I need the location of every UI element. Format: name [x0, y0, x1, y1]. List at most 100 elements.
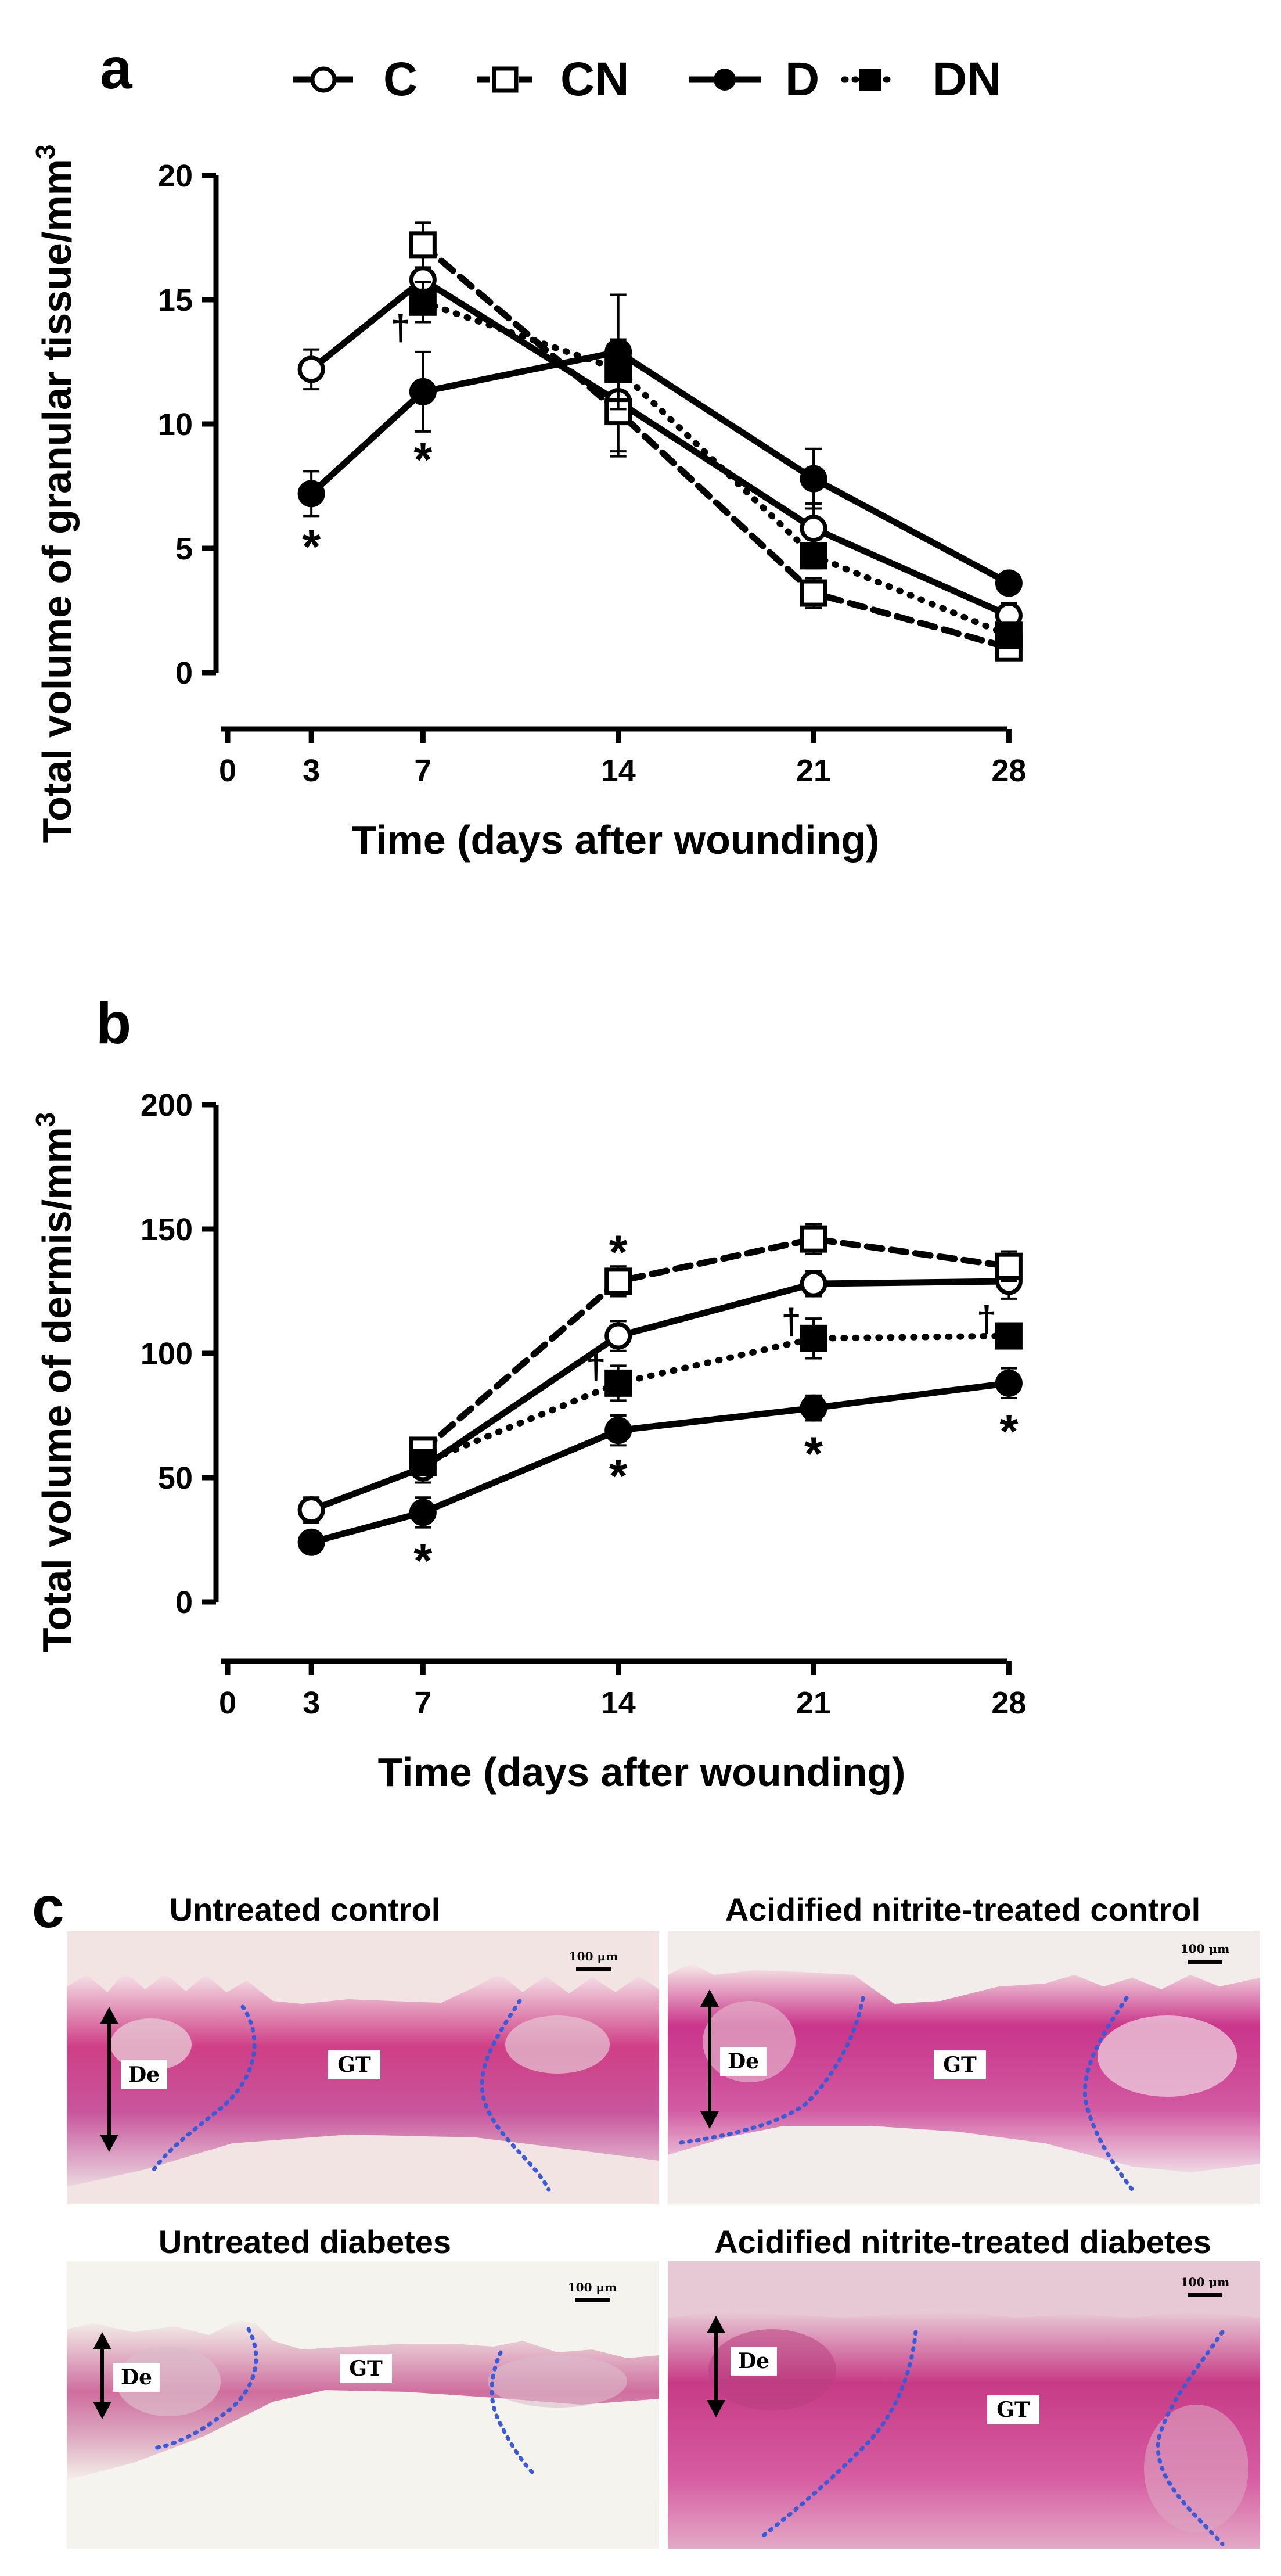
legend-marker-dn: [859, 69, 881, 91]
y-tick-label: 50: [158, 1461, 193, 1496]
boundary-line-left: [761, 2330, 918, 2538]
label-gt: GT: [943, 2053, 977, 2077]
point-c: [297, 355, 325, 383]
scale-label: 100 μm: [569, 1949, 618, 1963]
y-axis-title-b: Total volume of dermis/mm3: [30, 1112, 80, 1653]
point-c: [800, 1270, 827, 1298]
panel-a: a C CN D DN To: [30, 36, 1026, 863]
panel-letter-b: b: [96, 991, 131, 1056]
label-gt: GT: [349, 2356, 383, 2381]
y-tick-label: 100: [141, 1336, 193, 1371]
point-cn: [995, 1252, 1023, 1280]
point-dn: [604, 355, 632, 383]
significance-asterisk: *: [804, 1428, 823, 1481]
x-axis-title-b: Time (days after wounding): [378, 1749, 906, 1795]
point-d: [604, 1417, 632, 1445]
x-tick-label: 0: [219, 753, 236, 788]
label-de: De: [128, 2063, 160, 2087]
boundary-line-right: [480, 1999, 551, 2192]
significance-asterisk: *: [413, 434, 432, 487]
label-de: De: [728, 2049, 759, 2074]
point-d: [409, 1499, 437, 1526]
legend-label-cn: CN: [560, 53, 629, 106]
x-tick-label: 21: [796, 753, 831, 788]
panel-b: b Total volume of dermis/mm3 0 50 100 150 20…: [30, 991, 1026, 1795]
series-line-dn: [419, 1332, 1012, 1466]
label-gt: GT: [996, 2398, 1030, 2422]
panel-c: c Untreated control Acidified nitrite-tr…: [32, 1875, 1260, 2549]
y-tick-label: 15: [158, 283, 193, 318]
x-tick-label: 21: [796, 1686, 831, 1720]
series-line-cn: [419, 242, 1012, 651]
point-d: [995, 569, 1023, 597]
micrograph-untreated-control: De GT 100 μm: [67, 1931, 659, 2204]
dagger-annotation: †: [977, 1299, 996, 1339]
significance-asterisk: *: [302, 520, 321, 573]
x-tick-label: 28: [991, 753, 1026, 788]
point-dn: [800, 1324, 827, 1352]
micrograph-untreated-diabetes: De GT 100 μm: [67, 2261, 659, 2549]
point-d: [409, 378, 437, 405]
label-de: De: [738, 2349, 769, 2373]
x-tick-label: 14: [601, 753, 636, 788]
boundary-line-right: [490, 2350, 537, 2477]
x-tick-label: 3: [303, 1686, 320, 1720]
dagger-annotation: †: [781, 1302, 801, 1342]
dagger-annotation: †: [391, 308, 411, 348]
chart-b: 0 50 100 150 200 0 3 7 14 21 28 * * * * * † † †: [141, 1088, 1027, 1720]
series-line-cn: [419, 1235, 1012, 1454]
x-tick-label: 7: [414, 1686, 431, 1720]
label-de: De: [121, 2365, 152, 2390]
y-tick-label: 10: [158, 407, 193, 442]
point-cn: [409, 231, 437, 259]
point-cn: [604, 1267, 632, 1295]
legend-item-d: D: [689, 53, 819, 106]
x-tick-label: 14: [601, 1686, 636, 1720]
significance-asterisk: *: [609, 1226, 628, 1279]
y-tick-label: 0: [175, 1585, 193, 1620]
histology-title-untreated-control: Untreated control: [170, 1891, 441, 1928]
point-cn: [800, 1225, 827, 1253]
y-tick-label: 0: [175, 656, 193, 691]
point-d: [800, 465, 827, 493]
point-dn: [995, 621, 1023, 649]
micrograph-treated-control: De GT 100 μm: [668, 1931, 1260, 2204]
legend-marker-cn: [492, 66, 519, 93]
point-dn: [604, 1369, 632, 1397]
point-d: [995, 1369, 1023, 1397]
x-tick-label: 0: [219, 1686, 236, 1720]
point-d: [297, 480, 325, 508]
boundary-line-left: [152, 2327, 258, 2451]
significance-asterisk: *: [999, 1405, 1018, 1458]
x-tick-label: 28: [991, 1686, 1026, 1720]
y-tick-label: 5: [175, 531, 193, 566]
y-tick-label: 200: [141, 1088, 193, 1123]
legend: C CN D DN: [293, 53, 1001, 106]
histology-title-treated-diabetes: Acidified nitrite-treated diabetes: [714, 2223, 1211, 2260]
significance-asterisk: *: [413, 1535, 432, 1587]
boundary-line-right: [1156, 2330, 1225, 2546]
point-dn: [800, 542, 827, 570]
legend-label-c: C: [383, 53, 418, 106]
point-d: [297, 1528, 325, 1556]
point-cn: [800, 579, 827, 607]
panel-letter-c: c: [32, 1875, 64, 1940]
point-dn: [409, 288, 437, 316]
histology-title-untreated-diabetes: Untreated diabetes: [159, 2223, 451, 2260]
x-tick-label: 3: [303, 753, 320, 788]
tissue-untreated-diabetes: [67, 2320, 659, 2480]
point-dn: [409, 1449, 437, 1476]
legend-item-c: C: [293, 53, 418, 106]
label-gt: GT: [337, 2053, 371, 2077]
micrograph-treated-diabetes: De GT 100 μm: [668, 2261, 1260, 2549]
panel-letter-a: a: [100, 36, 133, 101]
y-tick-label: 150: [141, 1212, 193, 1247]
point-c: [297, 1496, 325, 1524]
significance-asterisk: *: [609, 1450, 628, 1503]
y-axis-title-a: Total volume of granular tissue/mm3: [30, 145, 80, 843]
point-c: [604, 1322, 632, 1350]
legend-marker-d: [714, 69, 736, 91]
chart-a: 0 5 10 15 20 0 3 7 14 21 28 * * †: [158, 159, 1027, 788]
point-d: [800, 1394, 827, 1422]
